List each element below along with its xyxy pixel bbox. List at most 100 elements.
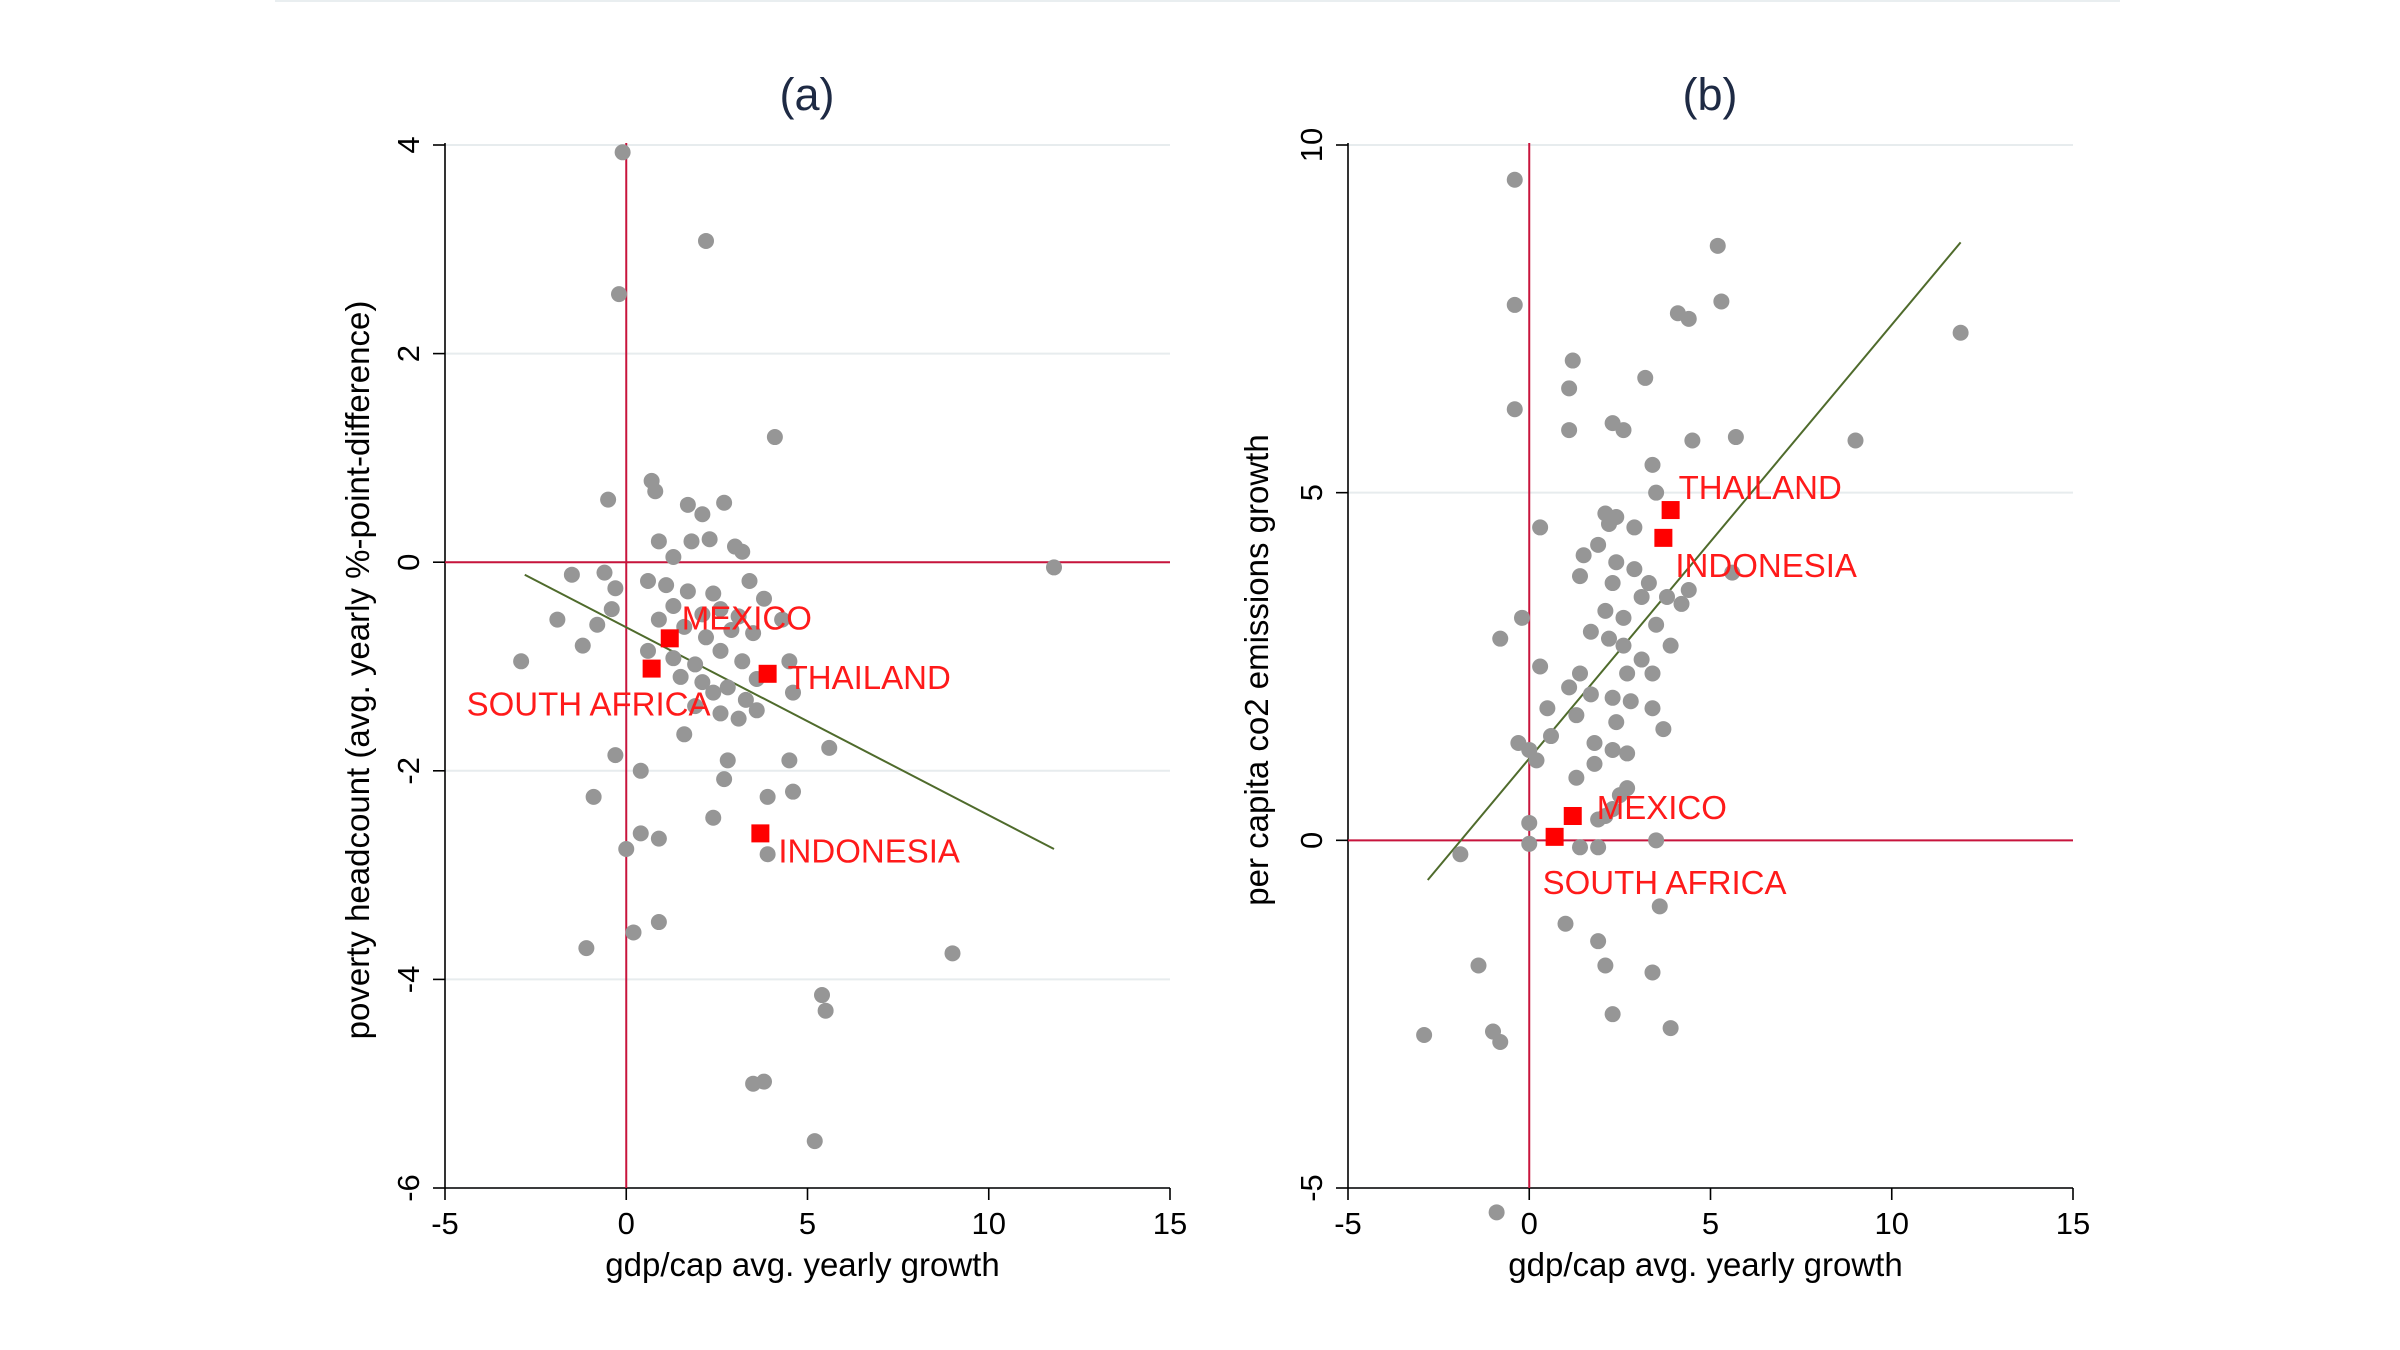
scatter-point: [658, 577, 675, 594]
scatter-point: [1644, 700, 1661, 717]
scatter-point: [730, 608, 747, 625]
scatter-point: [719, 752, 736, 769]
scatter-point: [607, 580, 624, 597]
scatter-point: [650, 533, 667, 550]
scatter-point: [1608, 554, 1625, 571]
scatter-point: [632, 825, 649, 842]
scatter-point: [1615, 422, 1632, 439]
highlight-label: MEXICO: [1597, 789, 1727, 826]
highlight-label: THAILAND: [788, 659, 951, 696]
scatter-point: [1611, 787, 1628, 804]
scatter-point: [1604, 575, 1621, 592]
scatter-point: [1644, 665, 1661, 682]
scatter-point: [589, 616, 606, 633]
scatter-point: [1590, 811, 1607, 828]
y-tick-label: 0: [391, 554, 426, 571]
scatter-point: [574, 637, 591, 654]
scatter-point: [705, 684, 722, 701]
scatter-point: [1626, 561, 1643, 578]
highlight-label: MEXICO: [682, 599, 812, 636]
scatter-point: [759, 846, 776, 863]
highlight-label: INDONESIA: [778, 832, 960, 869]
scatter-point: [1633, 588, 1650, 605]
highlight-marker: [1661, 501, 1680, 520]
scatter-point: [650, 914, 667, 931]
scatter-point: [1644, 456, 1661, 473]
scatter-point: [694, 606, 711, 623]
scatter-point: [1662, 1020, 1679, 1037]
scatter-point: [785, 783, 801, 800]
scatter-point: [774, 611, 791, 628]
scatter-point: [1619, 665, 1636, 682]
highlight-label: SOUTH AFRICA: [1543, 864, 1787, 901]
scatter-point: [665, 598, 682, 615]
scatter-point: [1572, 568, 1588, 585]
scatter-point: [817, 1002, 834, 1019]
scatter-point: [1521, 835, 1538, 852]
scatter-point: [781, 653, 798, 670]
scatter-point: [1847, 432, 1864, 449]
scatter-point: [1709, 237, 1726, 254]
scatter-point: [1619, 745, 1636, 762]
scatter-point: [1615, 609, 1632, 626]
scatter-point: [650, 611, 667, 628]
scatter-point: [806, 1133, 823, 1150]
scatter-point: [730, 710, 747, 727]
y-tick-label: 10: [1294, 128, 1329, 162]
y-tick-label: -4: [391, 966, 426, 994]
x-tick-label: 10: [972, 1206, 1006, 1241]
scatter-point: [1572, 665, 1588, 682]
scatter-point: [756, 1073, 772, 1090]
scatter-point: [1506, 171, 1523, 188]
top-divider: [275, 0, 2120, 2]
x-tick-label: 10: [1875, 1206, 1909, 1241]
scatter-point: [944, 945, 961, 962]
highlight-marker: [1654, 528, 1673, 547]
scatter-point: [607, 747, 624, 764]
scatter-point: [1582, 623, 1599, 640]
scatter-point: [683, 533, 700, 550]
highlight-marker: [758, 664, 777, 683]
scatter-point: [1572, 839, 1588, 856]
scatter-point: [1492, 1033, 1509, 1050]
x-tick-label: 15: [1153, 1206, 1187, 1241]
scatter-panel-a: -6 -4 -2 0 2 4 -5 0 5 10 15 MEXICO SOUTH AFRICA THAIL…: [339, 69, 1187, 1283]
highlight-marker: [660, 629, 679, 648]
scatter-point: [694, 506, 711, 523]
y-tick-label: 4: [391, 136, 426, 153]
scatter-point: [745, 625, 762, 642]
y-tick-label: 2: [391, 345, 426, 362]
scatter-point: [1452, 846, 1469, 863]
scatter-point: [1680, 310, 1697, 327]
scatter-point: [737, 691, 754, 708]
scatter-point: [1561, 422, 1578, 439]
scatter-point: [618, 841, 635, 858]
highlight-marker: [1545, 827, 1564, 846]
scatter-point: [734, 543, 751, 560]
fit-line: [524, 573, 1055, 850]
scatter-point: [1532, 519, 1549, 536]
scatter-point: [1416, 1027, 1433, 1044]
scatter-point: [748, 702, 765, 719]
scatter-point: [679, 496, 696, 513]
scatter-point: [1626, 519, 1643, 536]
scatter-point: [701, 531, 718, 548]
highlight-marker: [1563, 806, 1582, 825]
scatter-point: [705, 585, 722, 602]
x-tick-label: 5: [799, 1206, 816, 1241]
x-tick-label: -5: [1334, 1206, 1362, 1241]
scatter-point: [1568, 769, 1585, 786]
scatter-point: [1597, 602, 1614, 619]
scatter-point: [611, 286, 627, 303]
scatter-point: [814, 987, 830, 1004]
scatter-point: [741, 572, 758, 589]
scatter-point: [1604, 689, 1621, 706]
scatter-point: [665, 548, 682, 565]
scatter-point: [716, 494, 733, 511]
chart-title: (a): [780, 69, 835, 120]
scatter-point: [1724, 564, 1741, 581]
scatter-point: [705, 809, 722, 826]
scatter-point: [1514, 609, 1530, 626]
scatter-point: [1521, 814, 1538, 831]
scatter-point: [1648, 616, 1665, 633]
